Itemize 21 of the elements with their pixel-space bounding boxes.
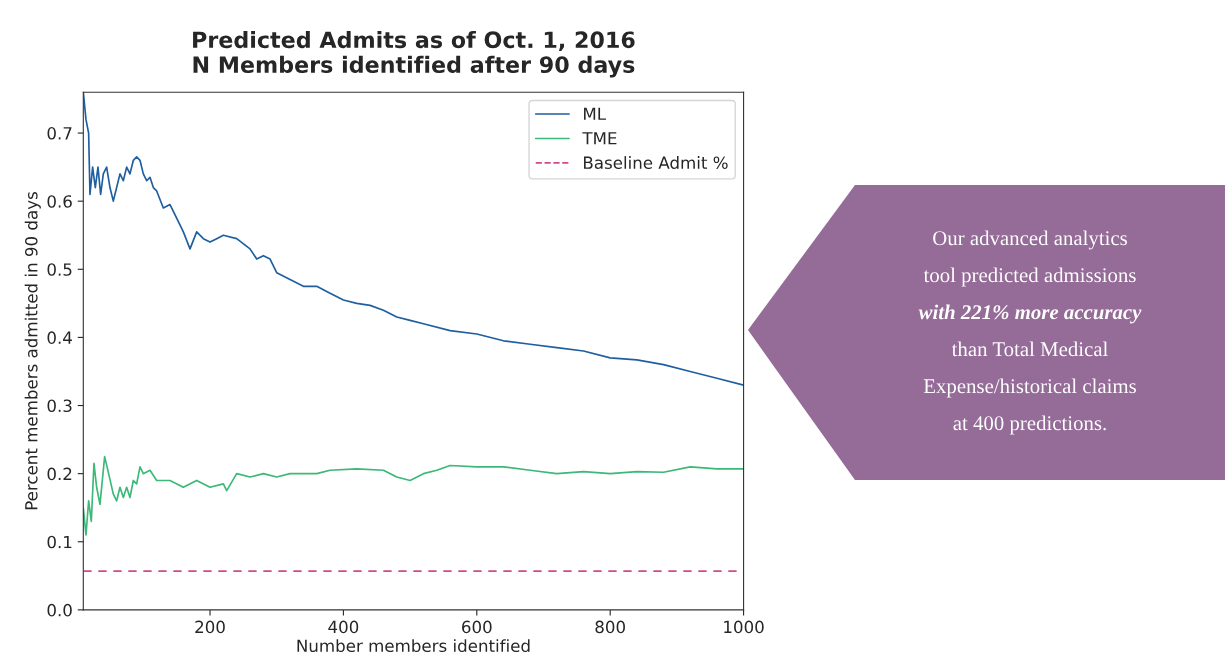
y-tick-label: 0.0	[47, 603, 72, 617]
y-tick-label: 0.3	[47, 399, 72, 413]
y-tick-label: 0.7	[47, 127, 72, 140]
y-tick-label: 0.4	[47, 331, 72, 344]
legend-label: Baseline Admit %	[584, 156, 728, 170]
chart-title: Predicted Admits as of Oct. 1, 2016 N Members identified after 90 days	[193, 30, 635, 78]
x-tick-label: 800	[595, 620, 625, 634]
y-tick-label: 0.5	[47, 263, 72, 276]
line-series	[83, 455, 744, 536]
y-axis-title: Percent members admitted in 90 days	[24, 192, 41, 510]
y-tick-label: 0.1	[47, 535, 72, 549]
x-tick-label: 600	[462, 620, 492, 634]
x-tick-label: 400	[328, 620, 359, 634]
legend-label: TME	[582, 132, 617, 145]
legend-label: ML	[584, 107, 606, 120]
x-tick-label: 200	[195, 620, 225, 634]
text: Our advanced analytics tool predicted admissions with 221% more accuracy than Total Medical Expense/historical claims at 400 predictions.	[918, 230, 1142, 435]
x-axis-title: Number members identified	[297, 639, 530, 653]
x-tick-label: 1000	[724, 620, 764, 634]
y-tick-label: 0.2	[47, 467, 72, 481]
y-tick-label: 0.6	[47, 195, 72, 208]
